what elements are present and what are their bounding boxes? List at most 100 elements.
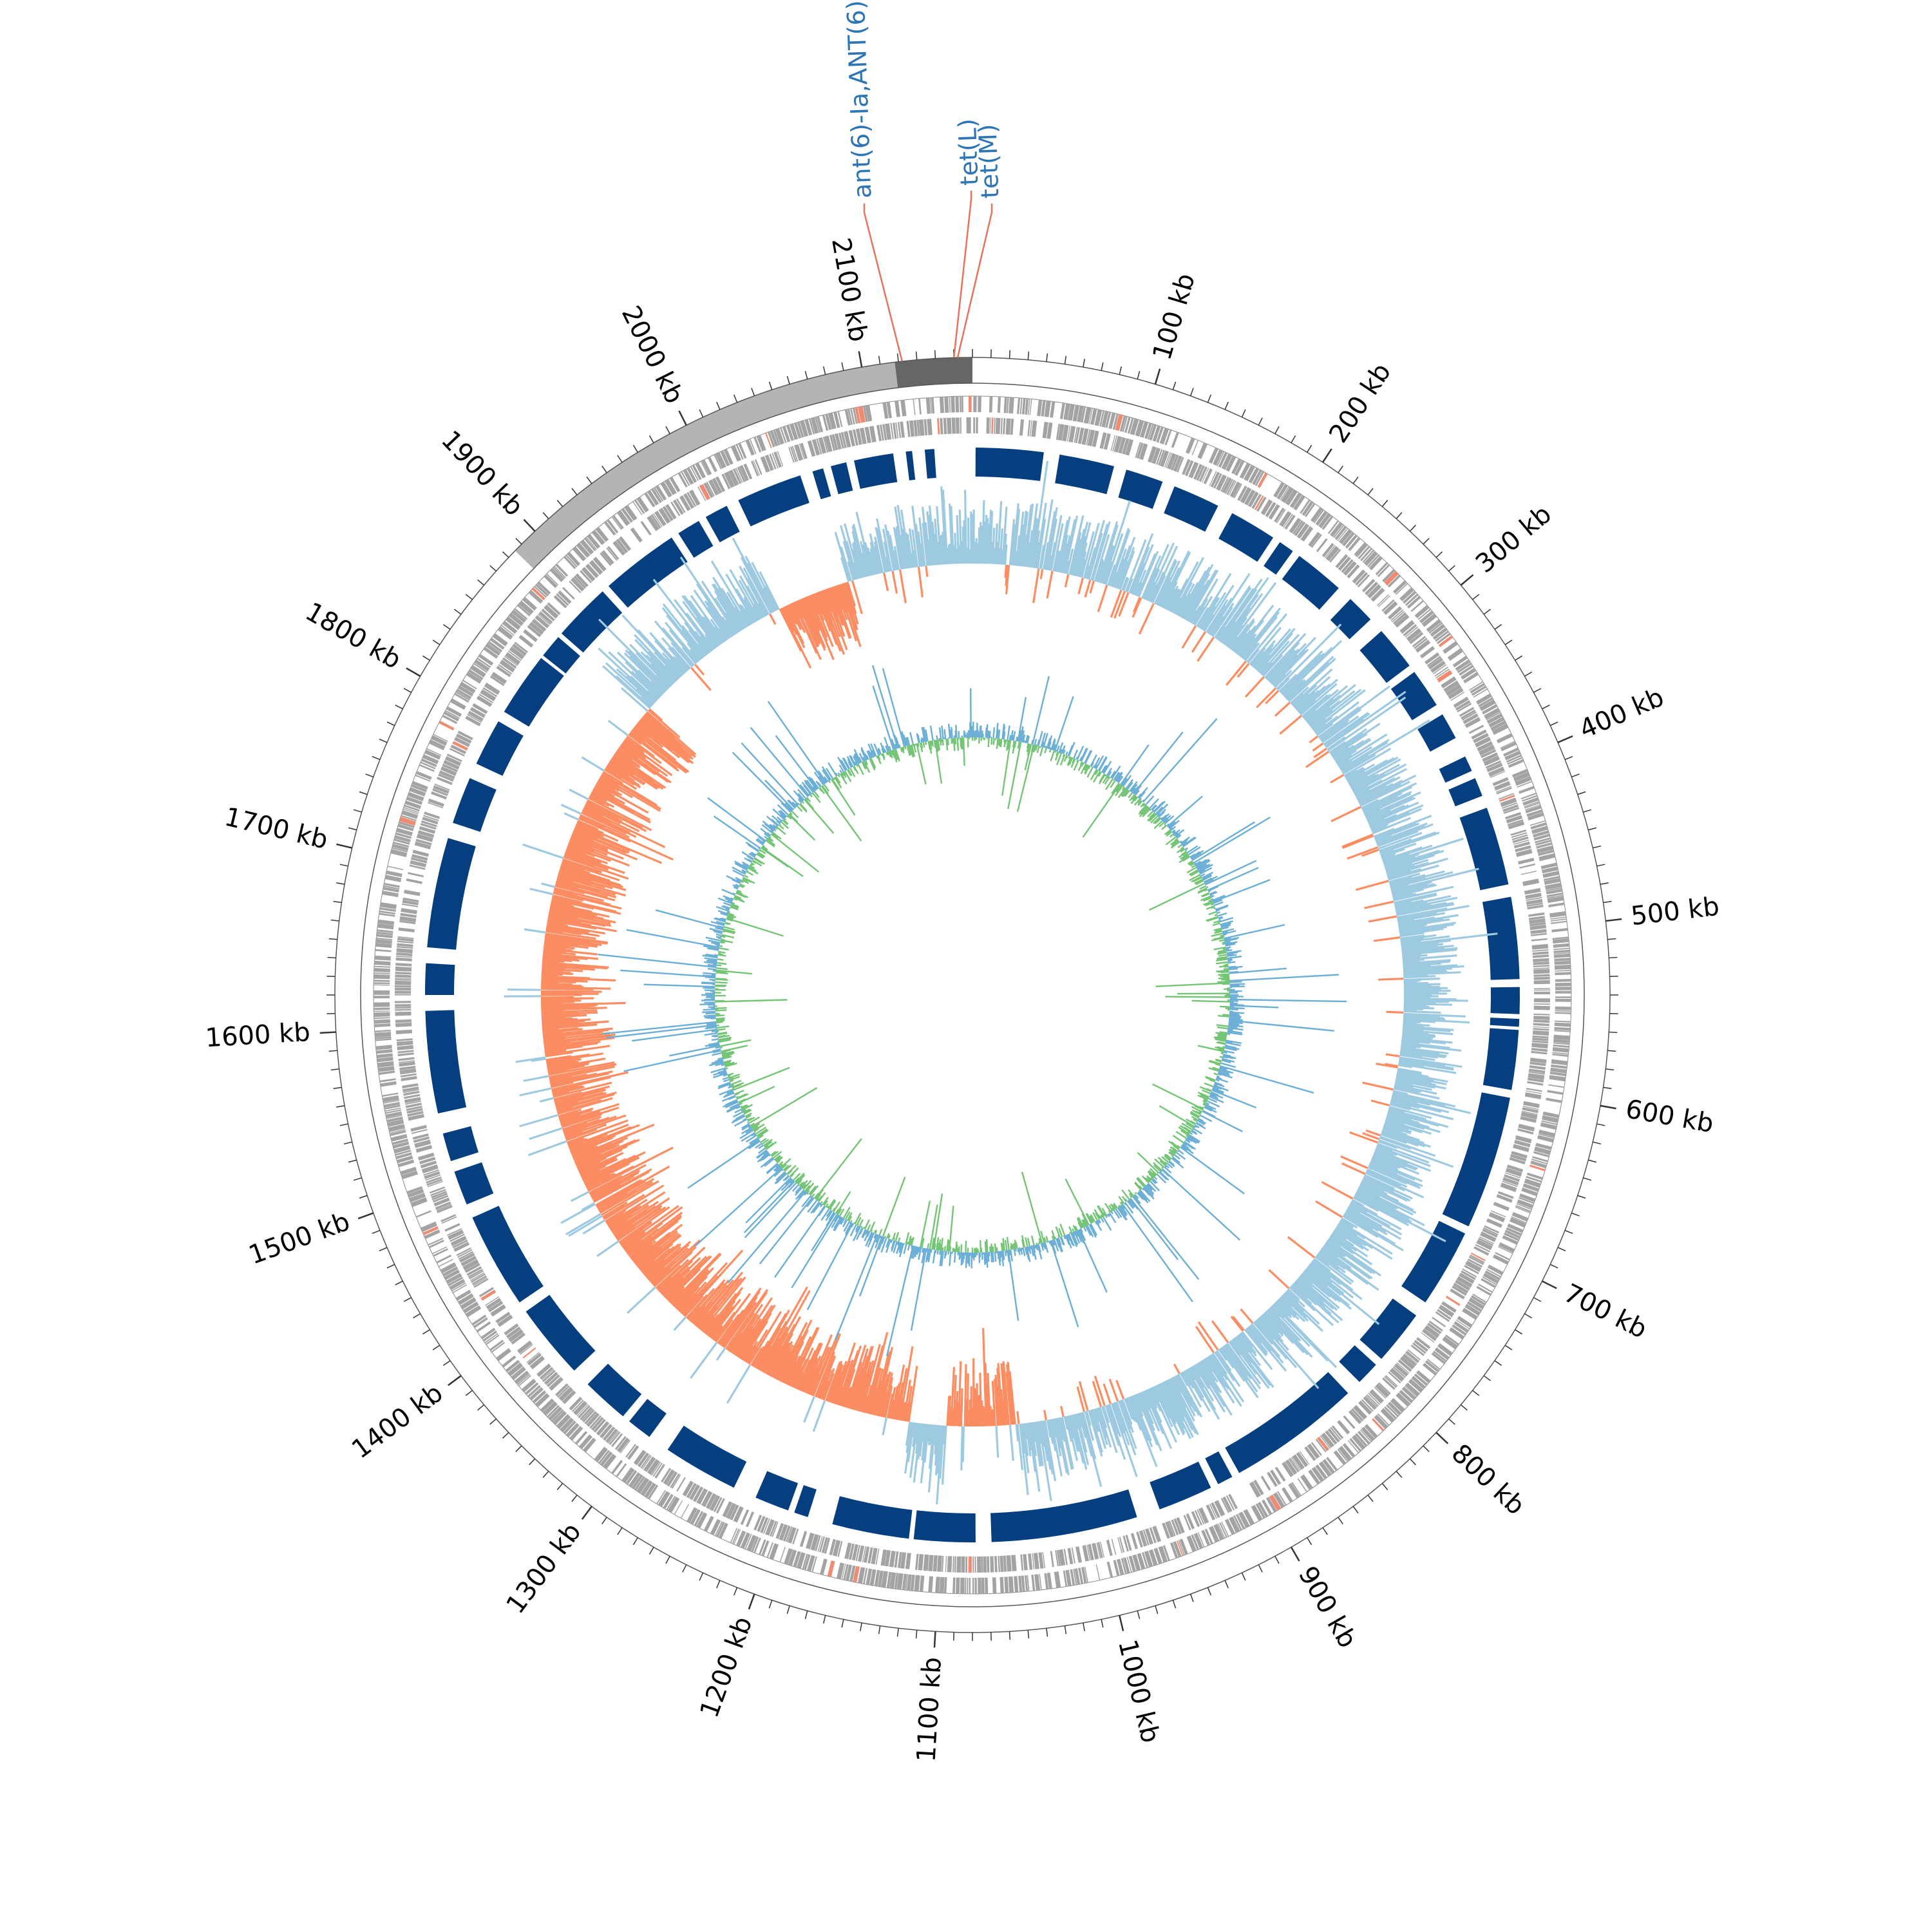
gc-skew-bar [1215, 1079, 1220, 1082]
gc-content-bar [801, 598, 826, 651]
cds-feature [478, 694, 493, 703]
gc-content-bar [674, 656, 688, 672]
cds-feature [614, 1435, 627, 1450]
gc-skew-bar [1185, 849, 1188, 851]
cds-feature [1478, 697, 1493, 708]
gc-content-bar [940, 486, 947, 565]
gc-content-bar [831, 586, 851, 639]
gc-content-bar [803, 1396, 815, 1423]
gc-content-bar [717, 1314, 740, 1344]
cds-feature [1265, 502, 1276, 518]
cds-feature [989, 417, 991, 434]
gc-content-bar [541, 1009, 598, 1014]
cds-feature [397, 1050, 414, 1054]
cds-feature [1210, 471, 1220, 488]
gc-content-bar [625, 736, 662, 764]
blast-hit-block [1150, 1461, 1211, 1510]
gc-skew-bar [1218, 1015, 1229, 1018]
scale-tick [1338, 465, 1343, 473]
cds-feature [647, 515, 659, 531]
cds-track [373, 395, 1572, 1595]
cds-feature [1390, 1397, 1405, 1413]
cds-feature [1468, 1297, 1484, 1309]
cds-feature [956, 1577, 960, 1594]
cds-feature [1516, 1203, 1532, 1210]
cds-feature [838, 432, 844, 449]
gc-content-bar [581, 811, 627, 835]
gc-skew-bar [1095, 755, 1104, 770]
gc-content-bar [602, 770, 623, 784]
gc-content-bar [637, 1247, 663, 1269]
gc-content-bar [874, 1351, 891, 1416]
gc-content-bar [1051, 1419, 1057, 1438]
cds-feature [773, 430, 781, 446]
gc-content-bar [798, 1343, 821, 1391]
gc-skew-bar [1054, 696, 1074, 752]
gc-content-bar [856, 1361, 872, 1412]
cds-feature [728, 469, 739, 486]
gc-skew-bar [1007, 741, 1022, 810]
cds-feature [1363, 1396, 1377, 1410]
gc-content-bar [1175, 594, 1188, 616]
gc-content-bar [1277, 1298, 1300, 1320]
cds-feature [1239, 462, 1251, 479]
gc-content-bar [1050, 515, 1063, 571]
cds-feature [421, 758, 437, 768]
gc-content-bar [1068, 1415, 1079, 1452]
cds-feature [375, 949, 392, 952]
cds-feature [1221, 453, 1233, 470]
cds-feature [1321, 1432, 1335, 1448]
cds-feature [412, 1133, 429, 1140]
gc-skew-bar [1012, 731, 1016, 741]
cds-feature [397, 938, 414, 942]
gc-content-bar [1198, 1361, 1233, 1416]
cds-feature [915, 1553, 919, 1570]
gc-content-bar [596, 782, 649, 814]
cds-feature [393, 838, 410, 845]
cds-feature [1170, 1542, 1179, 1558]
gc-content-bar [869, 1387, 878, 1415]
gc-content-bar [1236, 1335, 1262, 1367]
cds-feature [1019, 419, 1025, 436]
cds-feature [1308, 531, 1321, 547]
cds-feature [536, 1363, 551, 1378]
gc-content-bar [1307, 684, 1356, 724]
cds-feature [399, 1061, 415, 1067]
cds-feature [1029, 399, 1032, 415]
gc-content-bar [1046, 518, 1057, 571]
cds-feature [395, 978, 412, 980]
gc-content-bar [638, 721, 690, 764]
gc-content-bar [755, 1327, 782, 1370]
gc-content-bar [782, 1341, 804, 1383]
cds-feature [937, 418, 940, 435]
cds-feature [1307, 1443, 1320, 1459]
gc-content-bar [1365, 1170, 1425, 1198]
cds-feature [1028, 1553, 1033, 1570]
cds-feature [401, 1075, 417, 1081]
gc-content-bar [1403, 1016, 1446, 1021]
cds-feature [1121, 1558, 1127, 1575]
gc-content-bar [1228, 636, 1238, 649]
gc-content-bar [1395, 896, 1458, 911]
gc-content-bar [598, 647, 657, 703]
gc-content-bar [677, 1293, 695, 1312]
cds-feature [404, 804, 420, 812]
cds-feature [811, 439, 820, 456]
gc-content-bar [669, 658, 685, 676]
gc-content-bar [1196, 1363, 1211, 1387]
gc-content-bar [541, 972, 563, 976]
cds-feature [954, 1556, 956, 1573]
gc-content-bar [1059, 543, 1068, 573]
gc-content-bar [950, 1367, 955, 1426]
gc-skew-bar [1079, 761, 1083, 766]
gc-content-bar [1312, 1258, 1354, 1291]
gc-skew-bar [1133, 797, 1139, 802]
cds-feature [1277, 1491, 1287, 1506]
gc-content-bar [1303, 1270, 1341, 1303]
gc-content-bar [1365, 791, 1421, 819]
gc-content-bar [579, 815, 605, 829]
gc-content-bar [563, 1117, 610, 1134]
gc-content-bar [1356, 1189, 1425, 1227]
gc-content-bar [656, 674, 670, 689]
blast-hit-block [1359, 1298, 1417, 1359]
